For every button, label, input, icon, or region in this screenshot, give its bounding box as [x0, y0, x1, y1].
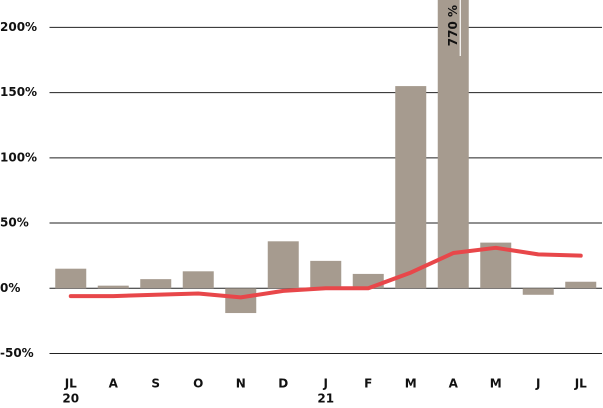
- x-tick-label: N: [236, 377, 246, 391]
- bar: [182, 271, 214, 289]
- x-tick-label: O: [193, 377, 203, 391]
- x-tick-label: J: [535, 377, 540, 391]
- bar: [565, 281, 597, 289]
- value-label: 770 %: [446, 5, 460, 46]
- x-tick-label: J: [323, 377, 328, 391]
- y-tick-label: 100%: [0, 150, 37, 164]
- x-tick-label: A: [109, 377, 119, 391]
- bar: [522, 288, 554, 295]
- x-tick-sublabel: 21: [317, 392, 334, 406]
- y-tick-label: -50%: [0, 346, 34, 360]
- bar: [140, 279, 172, 289]
- bar: [437, 0, 469, 289]
- x-tick-label: F: [364, 377, 372, 391]
- y-tick-label: 50%: [0, 216, 29, 230]
- bar: [310, 260, 342, 289]
- y-tick-label: 0%: [0, 281, 20, 295]
- bar: [395, 86, 427, 289]
- x-tick-label: D: [278, 377, 288, 391]
- x-tick-sublabel: 20: [62, 392, 79, 406]
- y-tick-label: 150%: [0, 85, 37, 99]
- x-tick-label: A: [449, 377, 459, 391]
- y-tick-label: 200%: [0, 20, 37, 34]
- x-tick-label: JL: [574, 377, 587, 391]
- x-tick-label: M: [490, 377, 502, 391]
- x-tick-label: S: [151, 377, 160, 391]
- plot-area: [55, 0, 597, 314]
- bar: [55, 268, 87, 289]
- bar: [267, 241, 299, 289]
- x-tick-label: JL: [64, 377, 77, 391]
- x-tick-label: M: [405, 377, 417, 391]
- line: [68, 245, 583, 300]
- bar: [97, 285, 129, 289]
- bar: [225, 288, 257, 314]
